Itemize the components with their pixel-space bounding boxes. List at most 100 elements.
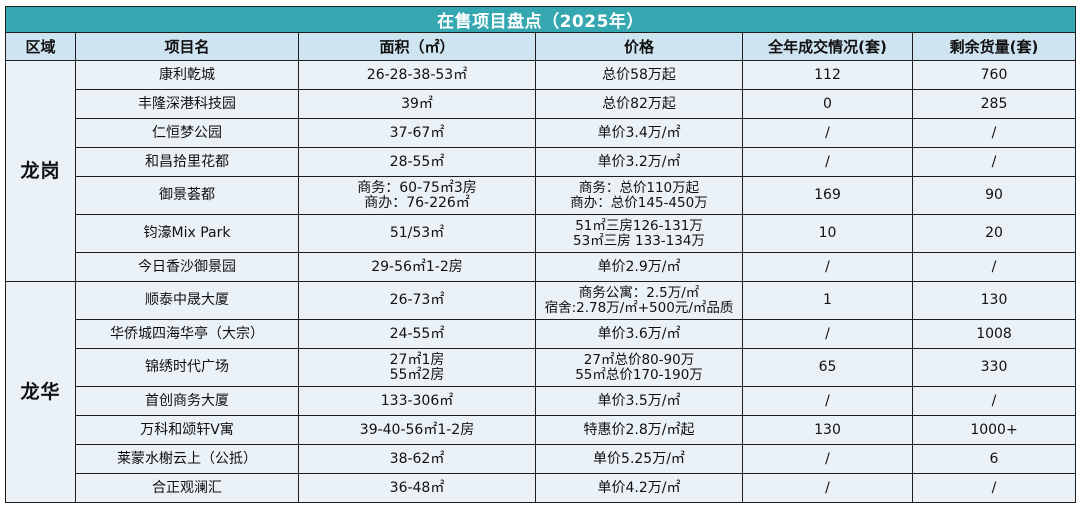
header-price: 价格 (535, 32, 743, 61)
area-cell: 39-40-56㎡1-2房 (298, 415, 536, 445)
area-cell: 51/53㎡ (298, 214, 536, 253)
project-name-cell: 钧濠Mix Park (75, 214, 299, 253)
region-cell: 龙岗 (5, 60, 76, 282)
header-stock: 剩余货量(套) (911, 32, 1077, 61)
stock-cell: 1008 (911, 319, 1077, 349)
header-row: 区域 项目名 面积（㎡） 价格 全年成交情况(套) 剩余货量(套) (5, 32, 1077, 61)
deals-cell: 10 (742, 214, 913, 253)
price-cell: 总价58万起 (535, 60, 743, 90)
area-cell: 38-62㎡ (298, 444, 536, 474)
area-cell: 26-73㎡ (298, 281, 536, 320)
deals-cell: / (742, 473, 913, 503)
header-area: 面积（㎡） (298, 32, 536, 61)
area-line: 24-55㎡ (389, 325, 445, 342)
region-cell: 龙华 (5, 281, 76, 503)
area-cell: 36-48㎡ (298, 473, 536, 503)
area-line: 37-67㎡ (389, 124, 445, 141)
table-row: 丰隆深港科技园 39㎡ 总价82万起 0 285 (6, 89, 1077, 119)
price-cell: 51㎡三房126-131万 53㎡三房 133-134万 (535, 214, 743, 253)
price-cell: 27㎡总价80-90万 55㎡总价170-190万 (535, 348, 743, 387)
price-line: 55㎡总价170-190万 (575, 366, 703, 383)
price-cell: 单价3.4万/㎡ (535, 118, 743, 148)
area-line: 36-48㎡ (389, 479, 445, 496)
stock-cell: 760 (911, 60, 1077, 90)
area-line: 39㎡ (401, 95, 433, 112)
area-cell: 28-55㎡ (298, 147, 536, 177)
deals-cell: 112 (742, 60, 913, 90)
price-line: 宿舍:2.78万/㎡+500元/㎡品质 (544, 299, 734, 316)
price-line: 单价3.5万/㎡ (597, 392, 681, 409)
price-cell: 单价5.25万/㎡ (535, 444, 743, 474)
price-cell: 单价3.6万/㎡ (535, 319, 743, 349)
price-line: 27㎡总价80-90万 (583, 351, 695, 368)
price-line: 单价3.6万/㎡ (597, 325, 681, 342)
area-cell: 商务：60-75㎡3房 商办：76-226㎡ (298, 176, 536, 215)
project-name-cell: 锦绣时代广场 (75, 348, 299, 387)
project-name-cell: 莱蒙水榭云上（公抵） (75, 444, 299, 474)
deals-cell: / (742, 252, 913, 282)
area-cell: 27㎡1房 55㎡2房 (298, 348, 536, 387)
price-line: 单价3.4万/㎡ (597, 124, 681, 141)
deals-cell: 1 (742, 281, 913, 320)
sales-table: 在售项目盘点（2025年） 区域 项目名 面积（㎡） 价格 全年成交情况(套) … (4, 6, 1077, 503)
area-line: 133-306㎡ (380, 392, 454, 409)
table-row: 仁恒梦公园 37-67㎡ 单价3.4万/㎡ / / (6, 118, 1077, 148)
price-line: 53㎡三房 133-134万 (573, 232, 705, 249)
project-name-cell: 万科和颂轩V寓 (75, 415, 299, 445)
project-name-cell: 康利乾城 (75, 60, 299, 90)
area-line: 27㎡1房 (389, 351, 445, 368)
stock-cell: 1000+ (911, 415, 1077, 445)
deals-cell: / (742, 444, 913, 474)
table-row: 龙华 顺泰中晟大厦 26-73㎡ 商务公寓：2.5万/㎡ 宿舍:2.78万/㎡+500元… (5, 281, 1077, 503)
project-name-cell: 顺泰中晟大厦 (75, 281, 299, 320)
price-cell: 商务：总价110万起 商办：总价145-450万 (535, 176, 743, 215)
area-line: 商务：60-75㎡3房 (357, 179, 477, 196)
area-line: 28-55㎡ (389, 153, 445, 170)
area-cell: 26-28-38-53㎡ (298, 60, 536, 90)
table-title: 在售项目盘点（2025年） (4, 6, 1077, 33)
deals-cell: / (742, 147, 913, 177)
area-line: 55㎡2房 (389, 366, 445, 383)
table-body: 龙岗 康利乾城 26-28-38-53㎡ 总价58万起 112 760 丰隆深港科技园 39㎡… (5, 60, 1077, 503)
table-row: 合正观澜汇 36-48㎡ 单价4.2万/㎡ / / (6, 473, 1077, 503)
area-cell: 37-67㎡ (298, 118, 536, 148)
stock-cell: 6 (911, 444, 1077, 474)
deals-cell: 130 (742, 415, 913, 445)
table-row: 锦绣时代广场 27㎡1房 55㎡2房 27㎡总价80-90万 55㎡总价170-190万… (6, 348, 1077, 387)
price-cell: 单价3.2万/㎡ (535, 147, 743, 177)
header-project: 项目名 (75, 32, 299, 61)
area-cell: 39㎡ (298, 89, 536, 119)
price-line: 特惠价2.8万/㎡起 (583, 421, 695, 438)
header-region: 区域 (5, 32, 76, 61)
stock-cell: / (911, 386, 1077, 416)
price-cell: 总价82万起 (535, 89, 743, 119)
price-cell: 单价4.2万/㎡ (535, 473, 743, 503)
price-cell: 商务公寓：2.5万/㎡ 宿舍:2.78万/㎡+500元/㎡品质 (535, 281, 743, 320)
project-name-cell: 首创商务大厦 (75, 386, 299, 416)
project-name-cell: 今日香沙御景园 (75, 252, 299, 282)
price-line: 总价82万起 (602, 95, 676, 112)
price-cell: 单价3.5万/㎡ (535, 386, 743, 416)
area-line: 商办：76-226㎡ (364, 194, 470, 211)
deals-cell: / (742, 386, 913, 416)
stock-cell: / (911, 252, 1077, 282)
area-cell: 133-306㎡ (298, 386, 536, 416)
table-row: 御景荟都 商务：60-75㎡3房 商办：76-226㎡ 商务：总价110万起 商办：总价… (6, 176, 1077, 215)
deals-cell: 169 (742, 176, 913, 215)
price-line: 总价58万起 (602, 66, 676, 83)
table-row: 万科和颂轩V寓 39-40-56㎡1-2房 特惠价2.8万/㎡起 130 1000+ (6, 415, 1077, 445)
deals-cell: 0 (742, 89, 913, 119)
stock-cell: 130 (911, 281, 1077, 320)
price-cell: 单价2.9万/㎡ (535, 252, 743, 282)
stock-cell: 20 (911, 214, 1077, 253)
project-name-cell: 和昌拾里花都 (75, 147, 299, 177)
table-row: 今日香沙御景园 29-56㎡1-2房 单价2.9万/㎡ / / (6, 252, 1077, 282)
project-name-cell: 仁恒梦公园 (75, 118, 299, 148)
stock-cell: 90 (911, 176, 1077, 215)
price-line: 单价4.2万/㎡ (597, 479, 681, 496)
project-name-cell: 御景荟都 (75, 176, 299, 215)
area-line: 51/53㎡ (389, 225, 445, 241)
area-line: 29-56㎡1-2房 (371, 258, 463, 275)
project-name-cell: 丰隆深港科技园 (75, 89, 299, 119)
price-line: 单价2.9万/㎡ (597, 258, 681, 275)
